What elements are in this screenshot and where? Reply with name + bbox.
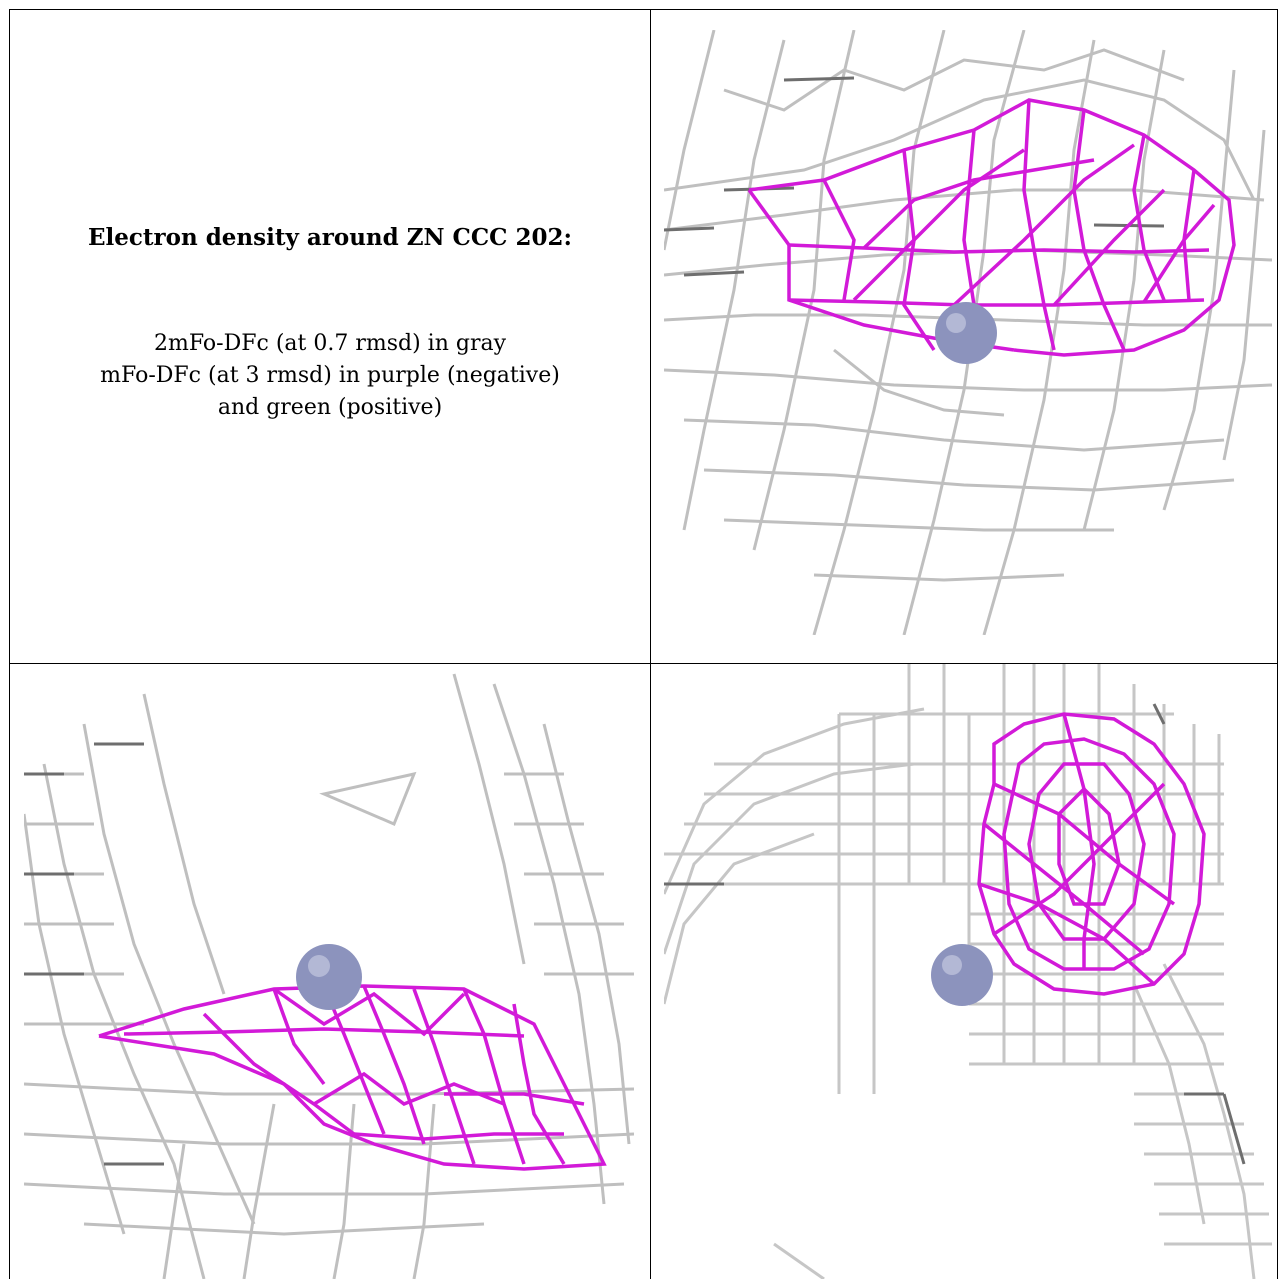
caption-title: Electron density around ZN CCC 202: [88,224,572,251]
density-view-1-canvas [664,30,1272,635]
zinc-atom-highlight [308,955,330,977]
caption-line-colors: and green (positive) [217,395,443,420]
caption-line-fofc: mFo-DFc (at 3 rmsd) in purple (negative) [100,363,560,388]
zinc-atom-sphere [935,302,997,364]
density-view-3 [664,664,1272,1279]
mesh-fofc-negative [98,984,607,1171]
zinc-atom-highlight [942,955,962,975]
mesh-2fofc-dark [24,742,164,1166]
density-view-3-canvas [664,664,1272,1279]
zinc-atom-sphere [931,944,993,1006]
density-view-1 [664,30,1272,635]
table-border-top [9,9,1278,10]
table-divider-horizontal [9,663,1278,664]
density-view-2-canvas [24,673,634,1279]
zinc-atom-sphere [296,944,362,1010]
figure-caption: Electron density around ZN CCC 202: 2mFo… [10,10,650,662]
zinc-atom-highlight [946,313,966,333]
caption-line-2fofc: 2mFo-DFc (at 0.7 rmsd) in gray [154,331,506,356]
mesh-2fofc-dark [664,703,1246,1165]
table-divider-vertical [650,9,651,1279]
table-border-left [9,9,10,1279]
mesh-fofc-negative [977,712,1206,996]
density-view-2 [24,664,634,1279]
mesh-2fofc-gray [24,673,634,1279]
caption-body: 2mFo-DFc (at 0.7 rmsd) in gray mFo-DFc (… [10,328,650,424]
mesh-2fofc-gray [664,30,1272,635]
